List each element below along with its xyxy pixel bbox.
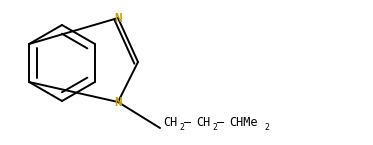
Text: 2: 2	[264, 123, 269, 132]
Text: —: —	[184, 116, 191, 129]
Text: N: N	[114, 96, 122, 108]
Text: 2: 2	[179, 123, 184, 132]
Text: CH: CH	[163, 116, 177, 129]
Text: CH: CH	[196, 116, 210, 129]
Text: N: N	[114, 11, 122, 25]
Text: CHMe: CHMe	[229, 116, 257, 129]
Text: 2: 2	[212, 123, 217, 132]
Text: —: —	[217, 116, 224, 129]
